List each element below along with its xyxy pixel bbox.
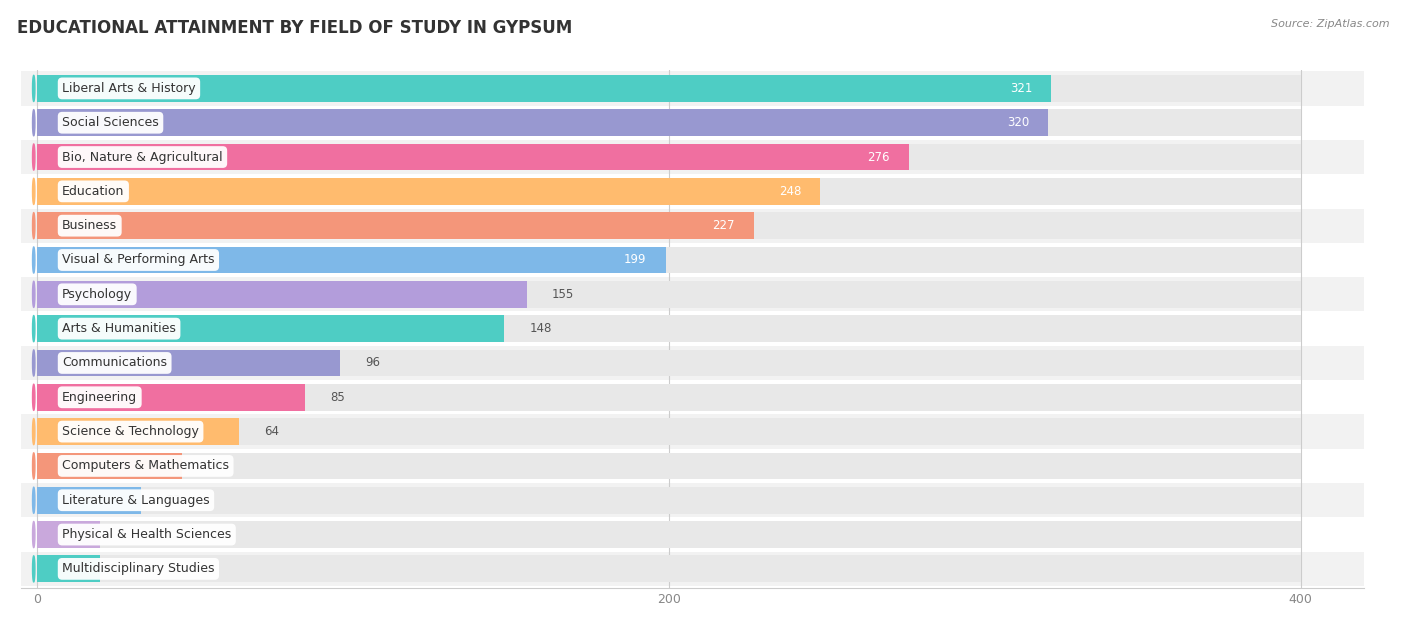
Text: 85: 85 [330, 391, 346, 404]
Bar [37, 487, 1301, 514]
Text: 227: 227 [713, 219, 735, 232]
Bar [37, 212, 754, 239]
Circle shape [32, 315, 35, 342]
Text: 321: 321 [1010, 82, 1032, 95]
Text: 320: 320 [1007, 116, 1029, 129]
Bar [37, 109, 1047, 136]
Bar [0, 209, 1406, 243]
Text: 199: 199 [624, 253, 647, 267]
Circle shape [32, 110, 35, 136]
Text: EDUCATIONAL ATTAINMENT BY FIELD OF STUDY IN GYPSUM: EDUCATIONAL ATTAINMENT BY FIELD OF STUDY… [17, 19, 572, 37]
Circle shape [32, 521, 35, 547]
Text: Physical & Health Sciences: Physical & Health Sciences [62, 528, 232, 541]
Circle shape [32, 487, 35, 513]
Text: Multidisciplinary Studies: Multidisciplinary Studies [62, 562, 215, 575]
Circle shape [32, 281, 35, 307]
Bar [37, 109, 1301, 136]
Text: Engineering: Engineering [62, 391, 138, 404]
Text: 248: 248 [779, 185, 801, 198]
Bar [37, 418, 239, 445]
Bar [0, 174, 1406, 209]
Text: Communications: Communications [62, 356, 167, 370]
Bar [37, 487, 141, 514]
Bar [37, 453, 183, 479]
Bar [0, 415, 1406, 449]
Bar [0, 140, 1406, 174]
Bar [0, 449, 1406, 483]
Circle shape [32, 384, 35, 410]
Bar [37, 178, 821, 205]
Text: Bio, Nature & Agricultural: Bio, Nature & Agricultural [62, 150, 222, 164]
Text: 276: 276 [868, 150, 890, 164]
Bar [0, 483, 1406, 518]
Bar [0, 380, 1406, 415]
Text: Science & Technology: Science & Technology [62, 425, 200, 438]
Text: 64: 64 [264, 425, 280, 438]
Bar [0, 277, 1406, 312]
Circle shape [32, 453, 35, 479]
Bar [37, 315, 1301, 342]
Bar [37, 453, 1301, 479]
Bar [37, 281, 527, 308]
Circle shape [32, 247, 35, 273]
Circle shape [32, 212, 35, 239]
Bar [37, 315, 505, 342]
Bar [37, 143, 1301, 171]
Bar [0, 243, 1406, 277]
Bar [37, 246, 1301, 274]
Bar [37, 349, 1301, 376]
Bar [37, 212, 1301, 239]
Text: Social Sciences: Social Sciences [62, 116, 159, 129]
Text: Source: ZipAtlas.com: Source: ZipAtlas.com [1271, 19, 1389, 29]
Circle shape [32, 178, 35, 204]
Bar [37, 178, 1301, 205]
Text: 33: 33 [166, 494, 181, 507]
Text: Literature & Languages: Literature & Languages [62, 494, 209, 507]
Text: Education: Education [62, 185, 125, 198]
Text: 0: 0 [115, 562, 124, 575]
Text: Business: Business [62, 219, 117, 232]
Bar [0, 106, 1406, 140]
Circle shape [32, 75, 35, 102]
Bar [37, 75, 1052, 102]
Bar [37, 418, 1301, 445]
Bar [37, 281, 1301, 308]
Bar [37, 75, 1301, 102]
Bar [0, 552, 1406, 586]
Bar [37, 143, 908, 171]
Circle shape [32, 418, 35, 445]
Bar [37, 521, 100, 548]
Text: Liberal Arts & History: Liberal Arts & History [62, 82, 195, 95]
Bar [0, 312, 1406, 346]
Text: 96: 96 [366, 356, 381, 370]
Text: Visual & Performing Arts: Visual & Performing Arts [62, 253, 215, 267]
Circle shape [32, 556, 35, 582]
Text: Arts & Humanities: Arts & Humanities [62, 322, 176, 335]
Bar [37, 521, 1301, 548]
Text: 148: 148 [530, 322, 553, 335]
Text: Psychology: Psychology [62, 288, 132, 301]
Bar [37, 384, 1301, 411]
Text: 155: 155 [553, 288, 574, 301]
Bar [37, 384, 305, 411]
Text: 0: 0 [115, 528, 124, 541]
Text: Computers & Mathematics: Computers & Mathematics [62, 459, 229, 473]
Bar [0, 346, 1406, 380]
Bar [37, 556, 1301, 582]
Text: 46: 46 [208, 459, 222, 473]
Circle shape [32, 144, 35, 170]
Bar [0, 71, 1406, 106]
Bar [37, 349, 340, 376]
Bar [37, 556, 100, 582]
Bar [0, 518, 1406, 552]
Bar [37, 246, 665, 274]
Circle shape [32, 350, 35, 376]
